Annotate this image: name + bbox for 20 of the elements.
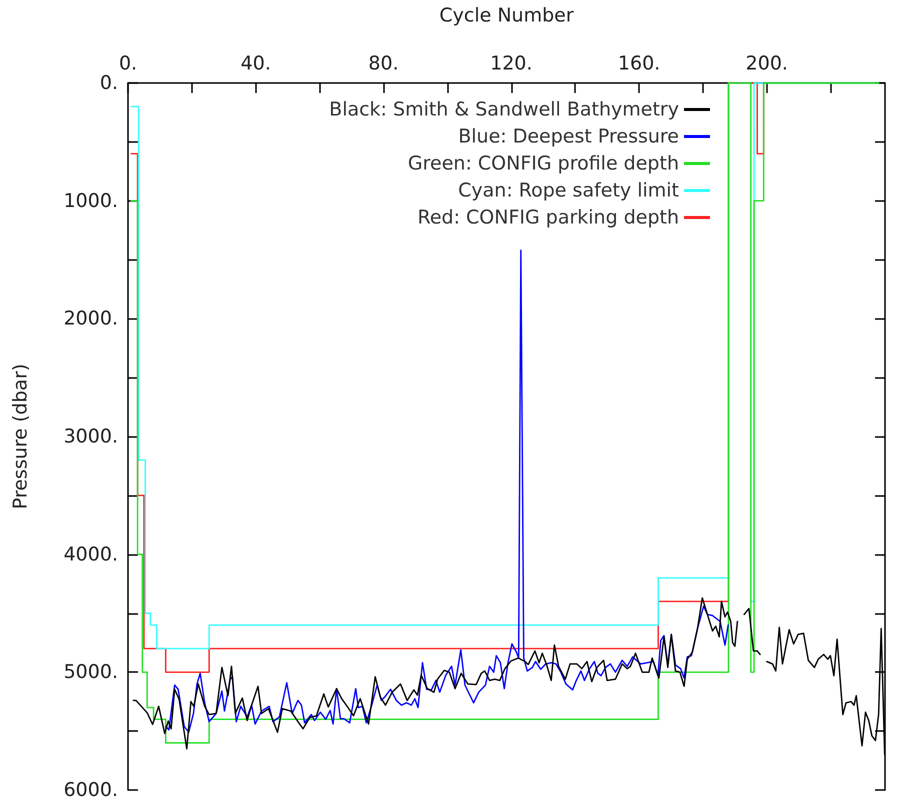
y-tick-label: 4000. (64, 543, 118, 566)
x-tick-label: 80. (368, 52, 399, 74)
y-tick-label: 0. (100, 72, 118, 94)
legend-label: Cyan: Rope safety limit (458, 180, 679, 202)
legend-label: Red: CONFIG parking depth (417, 206, 679, 228)
y-tick-label: 3000. (64, 426, 118, 448)
legend-label: Blue: Deepest Pressure (458, 126, 679, 148)
x-tick-label: 160. (618, 52, 660, 74)
x-tick-label: 200. (746, 52, 788, 74)
x-tick-label: 0. (118, 52, 138, 74)
y-tick-label: 6000. (64, 779, 118, 800)
legend-label: Green: CONFIG profile depth (408, 152, 679, 174)
legend-label: Black: Smith & Sandwell Bathymetry (329, 98, 679, 120)
y-tick-label: 2000. (64, 308, 118, 330)
x-tick-label: 120. (490, 52, 532, 74)
x-tick-label: 40. (240, 52, 271, 74)
y-tick-label: 5000. (64, 661, 118, 684)
y-tick-label: 1000. (64, 190, 118, 212)
y-axis-title: Pressure (dbar) (10, 364, 32, 510)
x-axis-title: Cycle Number (439, 4, 574, 26)
